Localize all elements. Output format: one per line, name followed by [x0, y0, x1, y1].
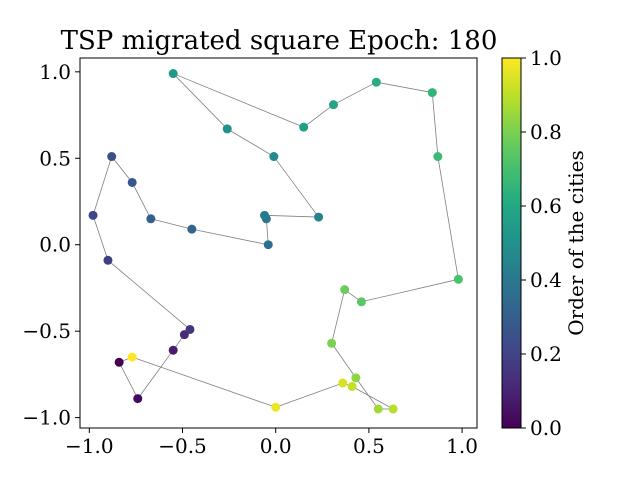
city-point: [427, 88, 437, 98]
tour-segment: [172, 73, 228, 130]
colorbar-tick-label: 0.6: [530, 194, 562, 218]
city-point: [371, 77, 381, 87]
x-tick-label: 0.0: [260, 434, 292, 458]
tour-segment: [275, 382, 343, 408]
y-tick-label: 1.0: [39, 60, 71, 84]
colorbar-label: Order of the cities: [564, 150, 588, 336]
city-point: [146, 214, 156, 224]
y-tick-label: 0.5: [39, 146, 71, 170]
tour-segment: [437, 156, 459, 280]
colorbar-tick-label: 0.4: [530, 268, 562, 292]
city-point: [373, 404, 383, 414]
city-point: [299, 122, 309, 132]
city-point: [185, 324, 195, 334]
colorbar-tick-label: 0.8: [530, 120, 562, 144]
city-point: [107, 152, 117, 162]
y-tick-label: −1.0: [22, 406, 71, 430]
x-tick-label: 0.5: [353, 434, 385, 458]
city-point: [327, 338, 337, 348]
colorbar-gradient: [501, 57, 522, 429]
tour-segment: [92, 156, 113, 216]
city-point: [187, 224, 197, 234]
tour-segment: [355, 377, 379, 410]
tour-segment: [118, 362, 139, 399]
tour-segment: [111, 156, 133, 183]
tour-segment: [150, 218, 192, 230]
x-axis: −1.0 −0.5 0.0 0.5 1.0: [65, 428, 478, 458]
axes-frame: [79, 57, 478, 429]
city-point: [103, 255, 113, 265]
tour-segment: [351, 386, 394, 410]
tour-segment: [137, 349, 174, 399]
city-point: [168, 69, 178, 79]
tour-segment: [361, 278, 459, 303]
y-tick-label: −0.5: [22, 319, 71, 343]
city-point: [328, 100, 338, 110]
tour-path: [92, 73, 459, 410]
city-point: [222, 124, 232, 134]
city-point: [127, 352, 137, 362]
city-point: [340, 285, 350, 295]
city-point: [388, 404, 398, 414]
y-tick-label: 0.0: [39, 233, 71, 257]
tour-segment: [431, 92, 439, 157]
y-axis: −1.0 −0.5 0.0 0.5 1.0: [22, 60, 80, 430]
plot-area: [79, 57, 478, 429]
tour-segment: [331, 343, 357, 379]
tour-segment: [376, 81, 433, 93]
tour-segment: [107, 259, 191, 330]
city-point: [263, 240, 273, 250]
tour-segment: [132, 356, 276, 408]
city-point: [433, 152, 443, 162]
tour-segment: [331, 289, 346, 344]
colorbar-tick-label: 0.0: [530, 416, 562, 440]
city-point: [88, 210, 98, 220]
colorbar: 0.0 0.2 0.4 0.6 0.8 1.0 Order of the cities: [501, 46, 588, 440]
city-point: [351, 373, 361, 383]
x-tick-label: 1.0: [446, 434, 478, 458]
tour-segment: [264, 214, 319, 218]
city-point: [269, 152, 279, 162]
tour-segment: [227, 128, 275, 157]
city-point: [260, 210, 270, 220]
x-tick-label: −0.5: [158, 434, 207, 458]
tour-segment: [131, 182, 152, 219]
tour-segment: [92, 215, 109, 261]
x-tick-label: −1.0: [65, 434, 114, 458]
colorbar-ticks: 0.0 0.2 0.4 0.6 0.8 1.0: [521, 46, 562, 440]
tour-segment: [173, 73, 304, 128]
tour-segment: [191, 228, 269, 246]
city-point: [133, 394, 143, 404]
city-point: [453, 274, 463, 284]
city-points: [88, 69, 463, 414]
city-point: [338, 378, 348, 388]
colorbar-tick-label: 1.0: [530, 46, 562, 70]
city-point: [356, 297, 366, 307]
city-point: [127, 177, 137, 187]
city-point: [271, 402, 281, 412]
city-point: [168, 345, 178, 355]
city-point: [347, 382, 357, 392]
city-point: [114, 357, 124, 367]
city-point: [314, 212, 324, 222]
tour-segment: [273, 156, 319, 218]
colorbar-tick-label: 0.2: [530, 342, 562, 366]
tour-segment: [333, 81, 377, 106]
tour-segment: [303, 104, 334, 128]
chart-title: TSP migrated square Epoch: 180: [61, 26, 498, 56]
